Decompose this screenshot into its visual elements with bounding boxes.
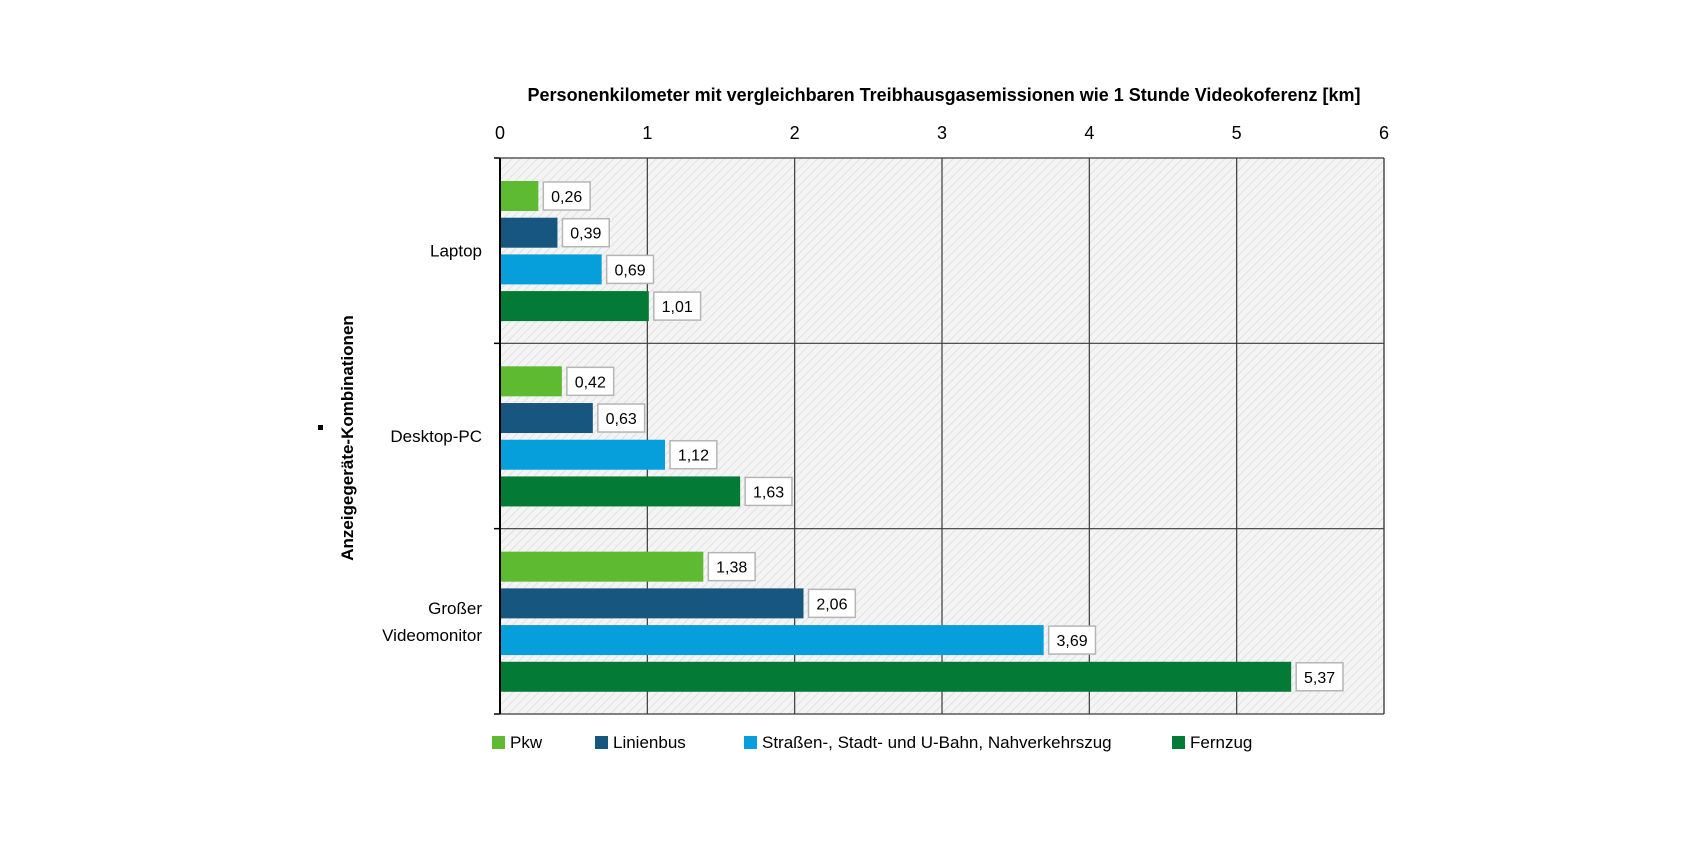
bar <box>501 291 649 322</box>
bars <box>501 181 1292 692</box>
category-label: Laptop <box>430 242 482 261</box>
bar <box>501 254 602 285</box>
bar <box>501 551 704 582</box>
x-tick-label: 2 <box>790 123 800 143</box>
data-label-box <box>597 403 646 433</box>
legend-label: Linienbus <box>613 733 686 752</box>
legend-label: Fernzug <box>1190 733 1252 752</box>
x-tick-label: 3 <box>937 123 947 143</box>
bar <box>501 588 804 619</box>
data-label-box <box>807 588 857 619</box>
bar <box>501 366 562 397</box>
legend-swatch <box>1172 736 1185 749</box>
category-label: Desktop-PC <box>390 427 482 446</box>
bar <box>501 403 593 434</box>
data-labels: 0,26 0,39 0,69 1,01 0,42 0,63 1,12 1,63 1,38 2,06… <box>542 181 1344 692</box>
data-label: 2,06 <box>816 596 847 613</box>
legend-label: Pkw <box>510 733 543 752</box>
x-tick-label: 6 <box>1379 123 1389 143</box>
legend-swatch <box>744 736 757 749</box>
legend-swatch <box>595 736 608 749</box>
data-label-box <box>1295 662 1344 692</box>
x-tick-label: 4 <box>1084 123 1094 143</box>
data-label: 3,69 <box>1056 633 1087 650</box>
x-tick-label: 0 <box>495 123 505 143</box>
bar <box>501 661 1292 692</box>
x-tick-label: 5 <box>1232 123 1242 143</box>
data-label-box <box>566 366 615 397</box>
y-axis-label-marker <box>318 425 323 430</box>
legend-label: Straßen-, Stadt- und U-Bahn, Nahverkehrs… <box>762 733 1112 752</box>
data-label: 1,12 <box>678 448 709 465</box>
data-label: 0,42 <box>575 374 606 391</box>
data-label: 5,37 <box>1304 670 1335 687</box>
data-label: 0,69 <box>614 262 645 279</box>
data-label-box <box>605 254 655 285</box>
bar <box>501 625 1044 656</box>
data-label-box <box>542 181 591 211</box>
data-label: 1,01 <box>662 299 693 316</box>
bar <box>501 439 666 470</box>
data-label: 0,26 <box>551 189 582 206</box>
y-axis-label: Anzeigegeräte-Kombinationen <box>338 315 357 561</box>
bar <box>501 217 558 248</box>
data-label-box <box>744 476 793 507</box>
data-label: 0,63 <box>606 411 637 428</box>
data-label: 1,38 <box>716 560 747 577</box>
axes: 0 1 2 3 4 5 6 Laptop Desktop-PC Großer Videomonito… <box>382 123 1389 715</box>
data-label: 0,39 <box>570 226 601 243</box>
data-label-box <box>669 439 718 470</box>
grid-lines <box>499 157 1385 715</box>
data-label-box <box>561 217 611 248</box>
x-tick-label: 1 <box>642 123 652 143</box>
bar <box>501 181 539 211</box>
bar <box>501 476 741 507</box>
data-label-box <box>707 551 756 582</box>
category-label: Videomonitor <box>382 626 482 645</box>
legend: Pkw Linienbus Straßen-, Stadt- und U-Bahn,… <box>492 733 1252 752</box>
data-label: 1,63 <box>753 484 784 501</box>
data-label-box <box>1047 625 1097 655</box>
data-label-box <box>653 291 702 321</box>
category-label: Großer <box>428 599 482 618</box>
legend-swatch <box>492 736 505 749</box>
chart-title: Personenkilometer mit vergleichbaren Tre… <box>528 85 1361 105</box>
